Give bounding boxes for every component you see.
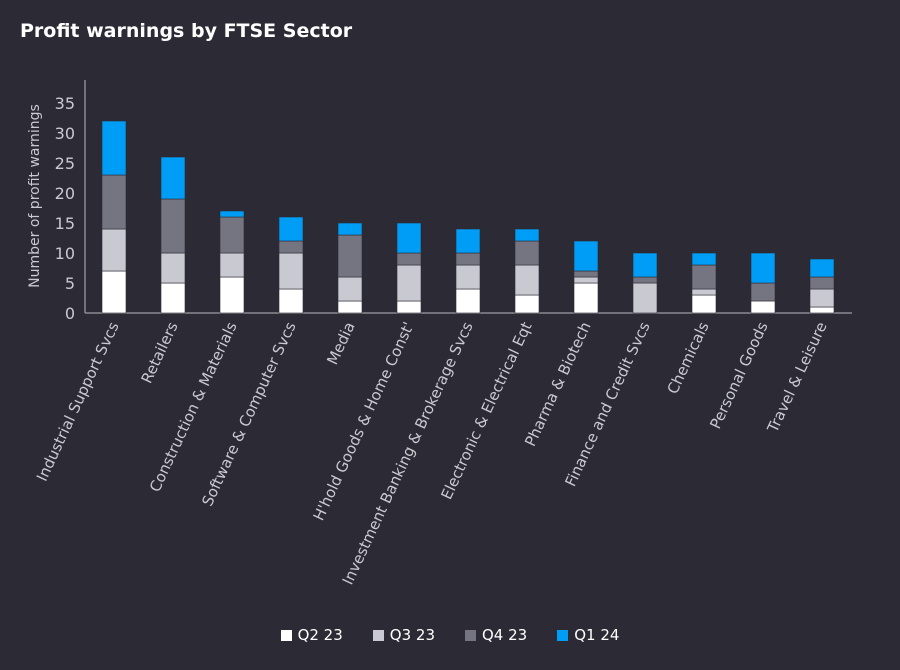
x-tick-label: Chemicals — [664, 319, 713, 397]
legend-item: Q1 24 — [557, 626, 619, 644]
x-tick-label: Retailers — [138, 319, 182, 386]
y-tick-label: 20 — [55, 184, 75, 203]
bar-segment — [455, 228, 481, 254]
x-tick-label: Pharma & Biotech — [521, 319, 594, 449]
y-axis-label: Number of profit warnings — [27, 104, 43, 288]
bar-segment — [809, 306, 835, 314]
bar-segment — [396, 300, 422, 314]
bar-segment — [691, 288, 717, 296]
bar-segment — [809, 258, 835, 278]
legend-item: Q2 23 — [280, 626, 343, 644]
chart-title: Profit warnings by FTSE Sector — [20, 20, 353, 42]
bar-segment — [573, 282, 599, 314]
legend-item: Q4 23 — [465, 626, 527, 644]
x-tick-label: H'hold Goods & Home Const' — [310, 319, 418, 523]
bar-segment — [691, 294, 717, 314]
bar-segment — [396, 264, 422, 302]
y-tick-label: 35 — [55, 94, 75, 113]
x-tick-label: Media — [323, 319, 358, 367]
bar-segment — [219, 276, 245, 314]
bar-segment — [101, 228, 127, 272]
bar-segment — [455, 288, 481, 314]
bar-segment — [160, 282, 186, 314]
y-tick-label: 25 — [55, 154, 75, 173]
legend-swatch — [280, 629, 292, 641]
bar-segment — [278, 252, 304, 290]
bar-segment — [337, 300, 363, 314]
bar-segment — [160, 156, 186, 200]
bar-segment — [337, 276, 363, 302]
bar-segment — [632, 252, 658, 278]
y-tick-label: 5 — [65, 274, 75, 293]
bar-segment — [101, 174, 127, 230]
bar-segment — [101, 270, 127, 314]
bar-segment — [514, 294, 540, 314]
bar-segment — [809, 276, 835, 290]
bar-segment — [219, 210, 245, 218]
bar-segment — [750, 282, 776, 302]
legend-swatch — [557, 629, 569, 641]
bar-segment — [514, 240, 540, 266]
bar-segment — [337, 234, 363, 278]
bar-segment — [160, 198, 186, 254]
legend-swatch — [372, 629, 384, 641]
legend: Q2 23 Q3 23 Q4 23 Q1 24 — [0, 626, 900, 644]
bar-segment — [750, 300, 776, 314]
legend-label: Q2 23 — [297, 626, 343, 644]
bar-segment — [455, 252, 481, 266]
y-tick-label: 0 — [65, 304, 75, 323]
bar-segment — [455, 264, 481, 290]
bar-segment — [691, 264, 717, 290]
bar-segment — [750, 252, 776, 284]
y-tick-label: 30 — [55, 124, 75, 143]
bar-segment — [691, 252, 717, 266]
y-tick-label: 10 — [55, 244, 75, 263]
bar-segment — [160, 252, 186, 284]
legend-label: Q3 23 — [389, 626, 435, 644]
bar-segment — [573, 276, 599, 284]
x-tick-label: Personal Goods — [706, 319, 771, 432]
x-tick-label: Travel & Leisure — [763, 319, 830, 436]
bar-segment — [573, 270, 599, 278]
bar-segment — [396, 252, 422, 266]
legend-item: Q3 23 — [372, 626, 435, 644]
bar-segment — [514, 264, 540, 296]
bar-segment — [573, 240, 599, 272]
bar-segment — [514, 228, 540, 242]
y-tick-label: 15 — [55, 214, 75, 233]
legend-label: Q1 24 — [574, 626, 620, 644]
bar-segment — [278, 216, 304, 242]
bar-segment — [278, 240, 304, 254]
bar-segment — [632, 276, 658, 284]
bar-segment — [809, 288, 835, 308]
bar-segment — [396, 222, 422, 254]
bar-segment — [632, 282, 658, 314]
bar-segment — [337, 222, 363, 236]
legend-swatch — [465, 629, 476, 641]
bar-segment — [219, 252, 245, 278]
x-tick-label: Industrial Support Svcs — [33, 319, 123, 484]
bar-segment — [101, 120, 127, 176]
bar-segment — [278, 288, 304, 314]
legend-label: Q4 23 — [482, 626, 528, 644]
bar-segment — [219, 216, 245, 254]
